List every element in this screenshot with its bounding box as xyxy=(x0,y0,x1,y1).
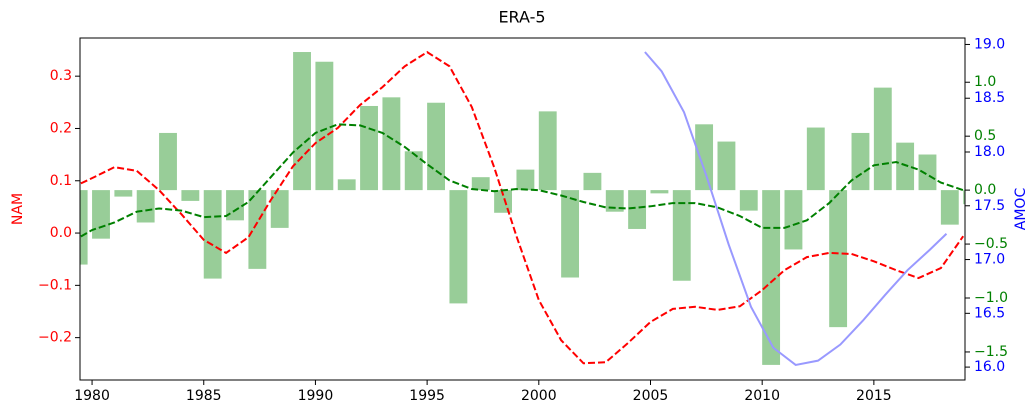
y2-tick-label: 0.0 xyxy=(974,182,996,198)
x-tick-label: 2010 xyxy=(744,388,780,404)
bar xyxy=(873,87,892,191)
bar xyxy=(471,177,490,191)
bar xyxy=(92,190,110,239)
line xyxy=(644,51,948,367)
bar xyxy=(427,102,445,191)
bar xyxy=(516,169,535,191)
bar xyxy=(717,141,736,191)
bar xyxy=(293,52,311,191)
bar xyxy=(829,190,848,328)
bar xyxy=(940,190,959,225)
bar xyxy=(561,190,580,278)
bar xyxy=(226,190,244,221)
bar xyxy=(605,190,624,212)
y3-tick-label: 17.5 xyxy=(974,198,1005,214)
axes-frame xyxy=(79,37,966,381)
bar xyxy=(650,190,669,194)
y-axis-label: NAM xyxy=(10,193,26,225)
bar xyxy=(896,142,915,191)
x-tick-label: 1985 xyxy=(186,388,222,404)
bar xyxy=(918,154,937,191)
x-tick-label: 1995 xyxy=(409,388,445,404)
x-tick-label: 2005 xyxy=(633,388,669,404)
y3-tick-label: 18.0 xyxy=(974,144,1005,160)
bar xyxy=(404,151,423,191)
bar xyxy=(203,190,222,279)
y3-tick-label: 19.0 xyxy=(974,36,1005,52)
bar xyxy=(270,190,289,228)
bar xyxy=(672,190,691,281)
bar xyxy=(114,190,133,197)
y-tick-label: 0.0 xyxy=(50,225,72,241)
chart-title: ERA-5 xyxy=(498,8,545,27)
bar xyxy=(337,179,356,191)
bar xyxy=(449,190,468,304)
bar xyxy=(181,190,200,201)
bar xyxy=(248,190,267,269)
y-tick-label: 0.1 xyxy=(50,173,72,189)
bar xyxy=(80,190,88,265)
bar xyxy=(851,132,870,191)
y-tick-label: −0.1 xyxy=(38,277,72,293)
bar xyxy=(159,132,177,191)
bar xyxy=(315,61,334,191)
bar xyxy=(739,190,758,211)
bar xyxy=(695,124,714,191)
bar xyxy=(538,111,557,191)
bar xyxy=(806,127,825,191)
x-tick-label: 1990 xyxy=(298,388,334,404)
x-tick-label: 1980 xyxy=(74,388,110,404)
y-tick-label: −0.2 xyxy=(38,330,72,346)
bar xyxy=(784,190,803,250)
x-tick-label: 2015 xyxy=(856,388,892,404)
y3-tick-label: 16.0 xyxy=(974,359,1005,375)
y2-tick-label: −0.5 xyxy=(974,236,1008,252)
bar xyxy=(762,190,781,365)
x-tick-label: 2000 xyxy=(521,388,557,404)
y3-axis-label: AMOC xyxy=(1013,188,1029,231)
y2-tick-label: 1.0 xyxy=(974,74,996,90)
bar xyxy=(963,190,965,205)
bar xyxy=(583,172,602,191)
y-tick-label: 0.3 xyxy=(50,68,72,84)
plot-area xyxy=(80,50,965,367)
bar xyxy=(628,190,647,229)
line xyxy=(80,50,965,365)
bar xyxy=(360,105,378,191)
y3-tick-label: 17.0 xyxy=(974,252,1005,268)
bar xyxy=(494,190,513,213)
y-tick-label: 0.2 xyxy=(50,120,72,136)
line xyxy=(80,123,964,238)
bar xyxy=(136,190,155,223)
y3-tick-label: 16.5 xyxy=(974,305,1005,321)
y2-tick-label: 0.5 xyxy=(974,128,996,144)
y3-tick-label: 18.5 xyxy=(974,90,1005,106)
bar xyxy=(382,97,401,191)
y2-tick-label: −1.0 xyxy=(974,290,1008,306)
y2-tick-label: −1.5 xyxy=(974,344,1008,360)
